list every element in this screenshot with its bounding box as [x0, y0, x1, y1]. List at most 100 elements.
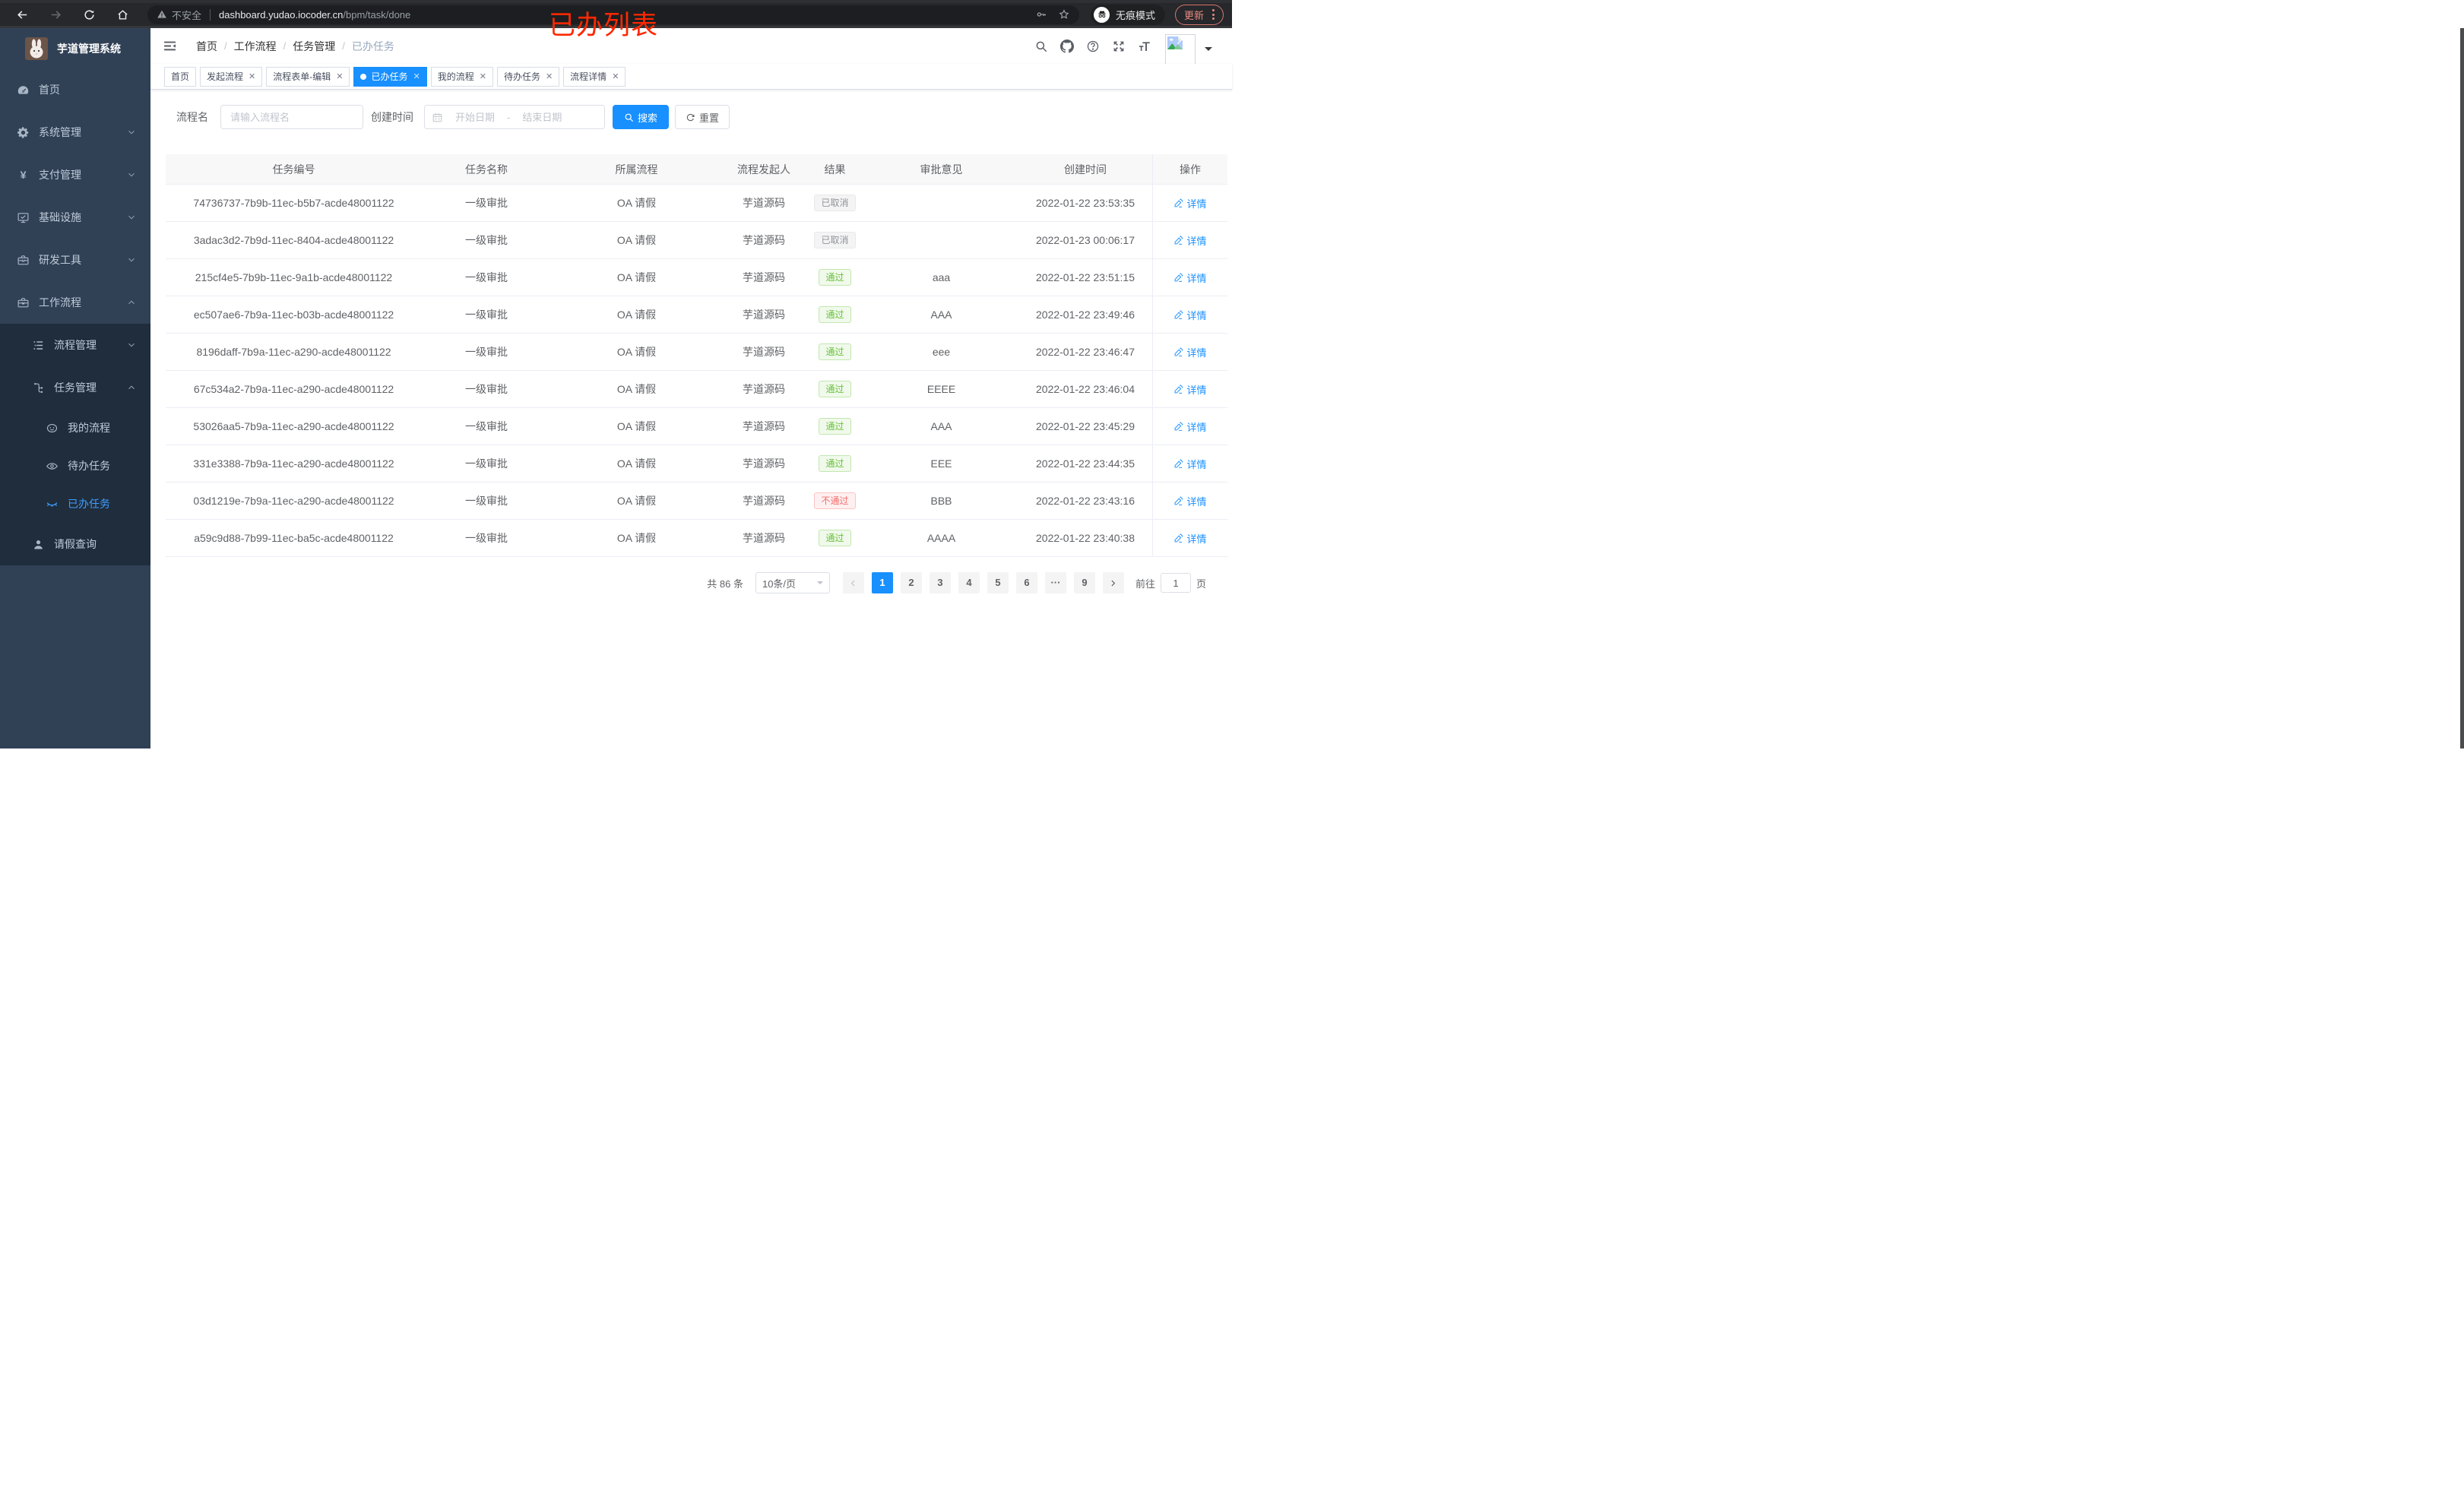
- sidebar-item[interactable]: 系统管理: [0, 111, 150, 153]
- tab-close-icon[interactable]: ✕: [413, 72, 420, 81]
- main-area: 首页 / 工作流程 / 任务管理 / 已办任务 首页 发起流程 ✕ 流程表单-编辑 ✕ 已办任务 ✕ 我的…: [150, 28, 1232, 748]
- prev-page-button[interactable]: [842, 572, 864, 593]
- start-date-input[interactable]: [443, 111, 507, 123]
- github-icon[interactable]: [1060, 39, 1074, 53]
- tab-item[interactable]: 流程表单-编辑 ✕: [266, 66, 350, 87]
- create-time-label: 创建时间: [371, 111, 413, 123]
- avatar-caret-icon[interactable]: [1205, 46, 1212, 55]
- next-page-button[interactable]: [1102, 572, 1124, 593]
- tab-item[interactable]: 发起流程 ✕: [200, 66, 263, 87]
- tab-item[interactable]: 首页: [164, 66, 197, 87]
- detail-label: 详情: [1186, 309, 1207, 321]
- tab-close-icon[interactable]: ✕: [612, 72, 619, 81]
- page-button[interactable]: 1: [871, 572, 893, 593]
- browser-reload-button[interactable]: [78, 5, 100, 24]
- result-tag: 通过: [819, 269, 851, 286]
- task-id-cell: 67c534a2-7b9a-11ec-a290-acde48001122: [193, 383, 394, 395]
- task-id-cell: 3adac3d2-7b9d-11ec-8404-acde48001122: [193, 234, 394, 246]
- tab-item[interactable]: 流程详情 ✕: [563, 66, 626, 87]
- browser-home-button[interactable]: [111, 5, 134, 24]
- page-button[interactable]: 5: [987, 572, 1009, 593]
- fullscreen-icon[interactable]: [1112, 40, 1126, 53]
- sidebar-item[interactable]: 流程管理: [0, 324, 150, 366]
- tab-item[interactable]: 待办任务 ✕: [496, 66, 560, 87]
- breadcrumb-item[interactable]: 首页: [196, 40, 217, 52]
- avatar[interactable]: [1165, 33, 1196, 65]
- detail-link[interactable]: 详情: [1173, 382, 1207, 397]
- goto-page-input[interactable]: [1160, 573, 1191, 593]
- chevron-left-icon: [849, 579, 857, 587]
- sidebar-item-label: 任务管理: [54, 381, 97, 394]
- detail-link[interactable]: 详情: [1173, 271, 1207, 285]
- starter-cell: 芋道源码: [743, 532, 785, 544]
- sidebar-item[interactable]: 研发工具: [0, 239, 150, 281]
- page-button[interactable]: 2: [900, 572, 922, 593]
- sidebar-item[interactable]: 工作流程: [0, 281, 150, 324]
- font-size-icon[interactable]: [1138, 40, 1151, 53]
- sidebar-item-label: 已办任务: [68, 498, 110, 510]
- detail-link[interactable]: 详情: [1173, 457, 1207, 471]
- end-date-input[interactable]: [510, 111, 575, 123]
- tab-close-icon[interactable]: ✕: [545, 72, 553, 81]
- task-name-cell: 一级审批: [465, 234, 508, 246]
- page-button[interactable]: 9: [1073, 572, 1095, 593]
- hamburger-icon[interactable]: [163, 39, 177, 53]
- goto-suffix: 页: [1196, 578, 1206, 590]
- page-ellipsis[interactable]: ···: [1044, 572, 1066, 593]
- detail-link[interactable]: 详情: [1173, 196, 1207, 210]
- reset-button[interactable]: 重置: [675, 105, 730, 129]
- detail-link[interactable]: 详情: [1173, 531, 1207, 546]
- sidebar-item[interactable]: 我的流程: [0, 409, 150, 447]
- page-button[interactable]: 4: [958, 572, 980, 593]
- sidebar-item[interactable]: 请假查询: [0, 523, 150, 565]
- tab-active[interactable]: 已办任务 ✕: [353, 66, 427, 87]
- dashboard-icon: [17, 84, 30, 97]
- page-button[interactable]: 3: [929, 572, 951, 593]
- sidebar-menu: 首页 系统管理 ¥ 支付管理 基础设施 研发工具 工作流程 流程管理任务管理我的流程待办任务已…: [0, 68, 150, 565]
- browser-update-button[interactable]: 更新: [1175, 4, 1224, 25]
- table-row: 53026aa5-7b9a-11ec-a290-acde48001122 一级审批…: [166, 408, 1227, 445]
- page-size-select[interactable]: 10条/页: [755, 572, 830, 593]
- create-time-cell: 2022-01-22 23:49:46: [1036, 309, 1135, 321]
- tab-close-icon[interactable]: ✕: [249, 72, 256, 81]
- sidebar-item-label: 我的流程: [68, 422, 110, 434]
- detail-link[interactable]: 详情: [1173, 419, 1207, 434]
- column-header: 任务名称: [465, 163, 508, 176]
- sidebar-item[interactable]: ¥ 支付管理: [0, 153, 150, 196]
- breadcrumb-item[interactable]: 工作流程: [233, 40, 277, 52]
- detail-link[interactable]: 详情: [1173, 345, 1207, 359]
- detail-link[interactable]: 详情: [1173, 308, 1207, 322]
- detail-link[interactable]: 详情: [1173, 233, 1207, 248]
- tab-close-icon[interactable]: ✕: [479, 72, 486, 81]
- sidebar-item[interactable]: 首页: [0, 68, 150, 111]
- incognito-badge: 无痕模式: [1091, 4, 1166, 25]
- address-bar[interactable]: 不安全 dashboard.yudao.iocoder.cn /bpm/task…: [147, 5, 1079, 24]
- key-icon[interactable]: [1035, 8, 1047, 21]
- browser-forward-button[interactable]: [44, 5, 67, 24]
- date-range-picker[interactable]: -: [424, 105, 605, 129]
- help-icon[interactable]: [1086, 40, 1100, 53]
- search-icon[interactable]: [1034, 40, 1048, 53]
- search-button[interactable]: 搜索: [613, 105, 670, 129]
- tab-close-icon[interactable]: ✕: [336, 72, 344, 81]
- detail-link[interactable]: 详情: [1173, 494, 1207, 508]
- browser-back-button[interactable]: [11, 5, 33, 24]
- detail-label: 详情: [1186, 198, 1207, 210]
- sidebar-item[interactable]: 任务管理: [0, 366, 150, 409]
- sidebar-item[interactable]: 已办任务: [0, 485, 150, 523]
- sidebar-item[interactable]: 待办任务: [0, 447, 150, 485]
- page-button[interactable]: 6: [1015, 572, 1037, 593]
- table-row: ec507ae6-7b9a-11ec-b03b-acde48001122 一级审批…: [166, 296, 1227, 334]
- bookmark-star-icon[interactable]: [1058, 8, 1070, 21]
- process-name-input[interactable]: [220, 105, 363, 129]
- menu-dots-icon[interactable]: [1212, 9, 1215, 20]
- page-content: 流程名 创建时间 - 搜索 重置 任务编号: [150, 90, 1232, 593]
- sidebar-item[interactable]: 基础设施: [0, 196, 150, 239]
- tab-item[interactable]: 我的流程 ✕: [430, 66, 493, 87]
- search-button-icon: [624, 112, 634, 122]
- detail-label: 详情: [1186, 533, 1207, 545]
- opinion-cell: AAA: [930, 309, 952, 321]
- pen-icon: [1173, 347, 1183, 357]
- detail-label: 详情: [1186, 235, 1207, 247]
- breadcrumb-item[interactable]: 任务管理: [293, 40, 336, 52]
